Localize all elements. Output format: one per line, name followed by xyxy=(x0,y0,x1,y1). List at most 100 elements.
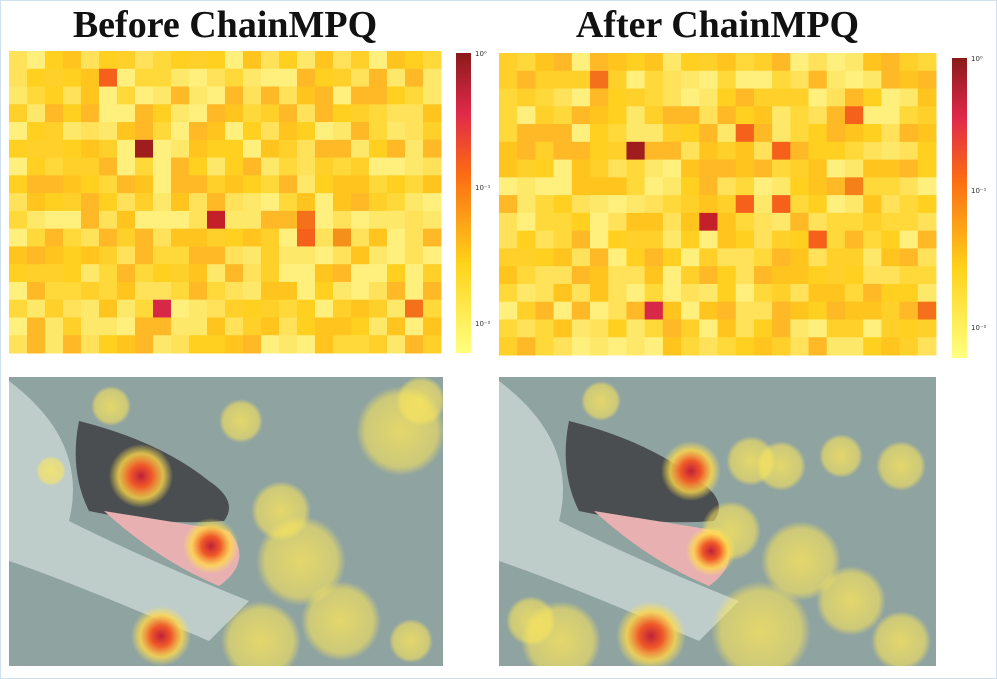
heatmap-cell xyxy=(171,86,190,105)
heatmap-cell xyxy=(9,139,28,159)
heatmap-cell xyxy=(772,195,791,213)
heatmap-cell xyxy=(63,122,82,141)
heatmap-cell xyxy=(189,139,208,159)
heatmap-cell xyxy=(225,210,244,230)
heatmap-cell xyxy=(153,335,172,354)
heatmap-cell xyxy=(844,159,864,178)
heatmap-cell xyxy=(499,124,518,143)
heatmap-cell xyxy=(863,319,882,338)
heatmap-cell xyxy=(808,248,828,267)
heatmap-cell xyxy=(27,246,46,265)
heatmap-cell xyxy=(863,124,882,143)
heatmap-cell xyxy=(135,175,154,194)
heatmap-cell xyxy=(369,51,388,70)
heatmap-cell xyxy=(81,210,100,230)
heatmap-cell xyxy=(608,283,627,303)
heatmap-cell xyxy=(753,319,773,338)
heatmap-cell xyxy=(189,157,208,176)
heatmap-cell xyxy=(423,122,442,141)
heatmap-cell xyxy=(351,51,370,70)
colorbar-tick: 10⁰ xyxy=(971,55,983,63)
attention-blob xyxy=(251,481,311,541)
heatmap-cell xyxy=(735,70,755,90)
heatmap-cell xyxy=(369,157,388,176)
heatmap-cell xyxy=(772,124,791,143)
heatmap-cell xyxy=(681,230,700,249)
heatmap-cell xyxy=(261,51,280,70)
heatmap-cell xyxy=(117,335,136,354)
heatmap-cell xyxy=(681,141,700,161)
heatmap-cell xyxy=(626,301,646,320)
heatmap-cell xyxy=(899,124,919,143)
heatmap-cell xyxy=(279,317,298,336)
heatmap-cell xyxy=(717,212,737,232)
heatmap-cell xyxy=(717,283,737,303)
heatmap-cell xyxy=(590,70,609,89)
colorbar xyxy=(456,53,471,353)
heatmap-cell xyxy=(681,283,700,303)
heatmap-cell xyxy=(608,124,627,143)
heatmap-cell xyxy=(790,141,810,161)
heatmap-cell xyxy=(644,337,664,356)
heatmap-cell xyxy=(279,175,298,194)
heatmap-cell xyxy=(699,230,718,249)
heatmap-cell xyxy=(297,299,316,318)
heatmap-cell xyxy=(171,51,190,70)
heatmap-cell xyxy=(189,104,208,123)
heatmap-cell xyxy=(153,175,172,194)
heatmap-cell xyxy=(297,51,316,70)
heatmap-cell xyxy=(535,212,555,232)
heatmap-cell xyxy=(517,106,536,125)
heatmap-cell xyxy=(207,104,226,123)
heatmap-cell xyxy=(81,228,100,247)
heatmap-cell xyxy=(662,124,682,143)
heatmap-cell xyxy=(772,301,791,320)
heatmap-cell xyxy=(99,157,118,176)
heatmap-cell xyxy=(644,88,664,107)
heatmap-cell xyxy=(297,210,315,229)
heatmap-cell xyxy=(423,228,442,247)
heatmap-cell xyxy=(423,246,442,265)
heatmap-cell xyxy=(571,230,591,249)
heatmap-cell xyxy=(681,88,700,107)
heatmap-cell xyxy=(117,193,136,212)
heatmap-cell xyxy=(279,335,298,354)
heatmap-cell xyxy=(153,299,171,318)
heatmap-cell xyxy=(369,281,388,301)
heatmap-cell xyxy=(772,141,791,160)
heatmap-cell xyxy=(315,335,334,354)
heatmap-cell xyxy=(189,51,208,70)
heatmap-cell xyxy=(917,141,937,161)
heatmap-cell xyxy=(608,106,627,125)
colorbar-tick: 10⁻¹ xyxy=(475,184,491,192)
heatmap-cell xyxy=(662,53,682,72)
heatmap-cell xyxy=(405,246,424,265)
heatmap-cell xyxy=(387,193,406,212)
heatmap-cell xyxy=(917,283,937,303)
heatmap-cell xyxy=(699,106,718,125)
heatmap-cell xyxy=(315,175,334,194)
heatmap-cell xyxy=(808,53,828,72)
heatmap-cell xyxy=(117,157,136,176)
heatmap-cell xyxy=(535,301,555,320)
heatmap-cell xyxy=(717,195,737,214)
heatmap-cell xyxy=(333,86,352,105)
heatmap-cell xyxy=(790,283,810,303)
heatmap-cell xyxy=(423,335,442,354)
heatmap-cell xyxy=(863,177,882,196)
heatmap-cell xyxy=(499,141,518,161)
heatmap-cell xyxy=(662,319,682,338)
heatmap-cell xyxy=(899,301,919,320)
heatmap-cell xyxy=(27,228,46,247)
heatmap-cell xyxy=(315,122,334,141)
heatmap-cell xyxy=(225,335,244,354)
heatmap-cell xyxy=(171,246,190,265)
heatmap-cell xyxy=(189,175,208,194)
heatmap-cell xyxy=(405,335,424,354)
attention-blob xyxy=(616,601,686,666)
heatmap-cell xyxy=(553,159,573,178)
heatmap-cell xyxy=(135,139,153,158)
heatmap-cell xyxy=(27,68,46,88)
heatmap-cell xyxy=(27,51,46,70)
heatmap-cell xyxy=(45,122,64,141)
